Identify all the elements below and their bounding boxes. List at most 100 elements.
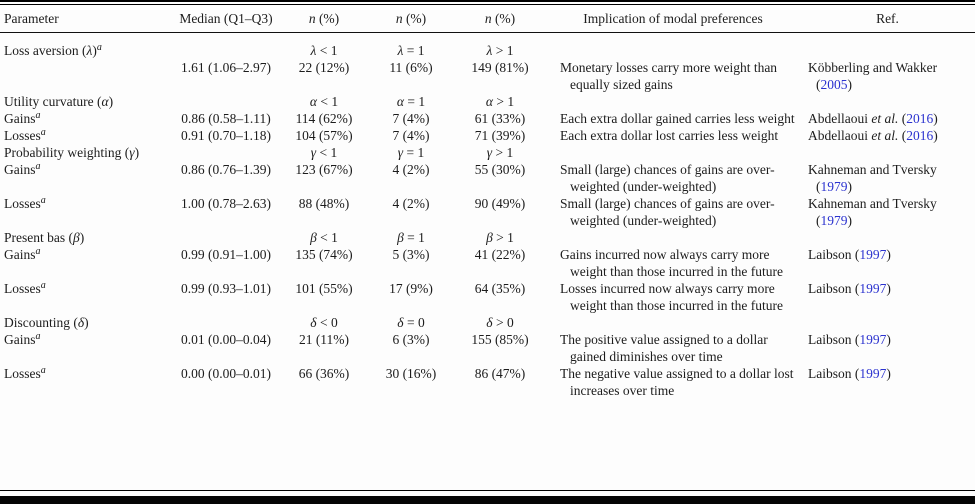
column-header-n2: n (%) [368, 5, 454, 33]
citation-year-link[interactable]: 2016 [906, 128, 934, 143]
median-value: 0.91 (0.70–1.18) [181, 128, 271, 143]
row-label: Gainsa [0, 331, 172, 365]
group-row-present-bias: Present bas (β) β < 1 β = 1 β > 1 [0, 229, 975, 246]
row-label: Gainsa [0, 161, 172, 195]
citation-authors: Kahneman and Tversky [808, 196, 937, 211]
greek-symbol: γ [397, 145, 404, 160]
n-count-1: 104 (57%) [295, 128, 353, 143]
footnote-marker: a [35, 331, 41, 342]
table-top-thin-rule [0, 4, 975, 5]
condition-relation: > 1 [492, 94, 515, 109]
n-count-1: 88 (48%) [298, 196, 350, 211]
row-label: Lossesa [0, 127, 172, 144]
implication-text: Each extra dollar gained carries less we… [560, 111, 795, 126]
empty-cell [800, 93, 975, 110]
median-value: 0.99 (0.93–1.01) [181, 281, 271, 296]
citation-paren: ) [886, 366, 891, 381]
citation: Laibson (1997) [800, 280, 975, 314]
condition-relation: < 0 [316, 315, 338, 330]
row-probability-losses: Lossesa 1.00 (0.78–2.63) 88 (48%) 4 (2%)… [0, 195, 975, 229]
empty-cell [546, 314, 800, 331]
n-symbol: n [484, 11, 492, 26]
parameters-table: Parameter Median (Q1–Q3) n (%) n (%) n (… [0, 5, 975, 419]
footnote-marker: a [40, 365, 46, 376]
citation-paren: ( [851, 332, 860, 347]
citation-year-link[interactable]: 1997 [859, 332, 887, 347]
column-header-parameter: Parameter [0, 5, 172, 33]
footnote-marker: a [40, 127, 46, 138]
median-value: 0.99 (0.91–1.00) [181, 247, 271, 262]
group-name-text: ) [134, 145, 140, 160]
condition-relation: = 1 [403, 230, 425, 245]
n-count-3: 55 (30%) [474, 162, 526, 177]
citation-year-link[interactable]: 1979 [820, 179, 848, 194]
group-row-probability-weighting: Probability weighting (γ) γ < 1 γ = 1 γ … [0, 144, 975, 161]
citation-year-link[interactable]: 2005 [820, 77, 848, 92]
group-name-text: Discounting ( [4, 315, 78, 330]
empty-cell [172, 229, 280, 246]
empty-cell [800, 314, 975, 331]
n-count-1: 114 (62%) [295, 111, 353, 126]
condition-cell: β = 1 [368, 229, 454, 246]
citation-paren: ( [898, 128, 907, 143]
citation-paren: ( [816, 213, 821, 228]
row-label-text: Losses [4, 196, 41, 211]
citation-etal: et al. [871, 128, 899, 143]
greek-symbol: γ [129, 145, 135, 160]
citation-year-link[interactable]: 1997 [859, 281, 887, 296]
condition-cell: λ = 1 [368, 33, 454, 60]
n-count-3: 90 (49%) [474, 196, 526, 211]
condition-cell: α < 1 [280, 93, 368, 110]
citation: Köbberling and Wakker (2005) [800, 59, 975, 93]
citation: Laibson (1997) [800, 246, 975, 280]
citation-year-link[interactable]: 1997 [859, 366, 887, 381]
citation-paren: ( [816, 179, 821, 194]
citation-authors: Laibson [808, 247, 852, 262]
empty-cell [172, 93, 280, 110]
condition-relation: > 1 [492, 145, 514, 160]
condition-relation: < 1 [316, 145, 338, 160]
condition-cell: γ = 1 [368, 144, 454, 161]
footnote-marker: a [40, 280, 46, 291]
n-count-3: 155 (85%) [471, 332, 529, 347]
row-loss-aversion: 1.61 (1.06–2.97) 22 (12%) 11 (6%) 149 (8… [0, 59, 975, 93]
citation: Abdellaoui et al. (2016) [800, 127, 975, 144]
n-count-1: 66 (36%) [298, 366, 350, 381]
condition-cell: γ > 1 [454, 144, 546, 161]
citation-authors: Köbberling and Wakker [808, 60, 938, 75]
n-count-2: 4 (2%) [392, 196, 430, 211]
citation-paren: ( [816, 77, 821, 92]
n-count-1: 22 (12%) [298, 60, 350, 75]
row-discounting-gains: Gainsa 0.01 (0.00–0.04) 21 (11%) 6 (3%) … [0, 331, 975, 365]
condition-cell: δ < 0 [280, 314, 368, 331]
citation-paren: ( [898, 111, 907, 126]
empty-cell [800, 33, 975, 60]
table-bottom-rules [0, 490, 975, 504]
group-name-text: Probability weighting ( [4, 145, 130, 160]
row-label-text: Gains [4, 332, 36, 347]
citation-year-link[interactable]: 1997 [859, 247, 887, 262]
citation-authors: Kahneman and Tversky [808, 162, 937, 177]
implication-text: Each extra dollar lost carries less weig… [560, 128, 779, 143]
row-label-text: Gains [4, 162, 36, 177]
n-percent-label: (%) [402, 11, 427, 26]
condition-relation: = 1 [403, 94, 426, 109]
greek-symbol: λ [486, 43, 493, 58]
greek-symbol: γ [310, 145, 317, 160]
greek-symbol: β [397, 230, 404, 245]
citation-year-link[interactable]: 2016 [906, 111, 934, 126]
condition-relation: = 1 [403, 145, 425, 160]
row-label: Lossesa [0, 195, 172, 229]
citation: Kahneman and Tversky (1979) [800, 161, 975, 195]
citation-authors: Laibson [808, 281, 852, 296]
group-name-text: ) [92, 43, 97, 58]
n-count-3: 149 (81%) [471, 60, 529, 75]
row-label: Lossesa [0, 365, 172, 419]
table-bottom-thick-rule [0, 496, 975, 504]
citation-year-link[interactable]: 1979 [820, 213, 848, 228]
citation-paren: ) [933, 128, 938, 143]
n-count-2: 5 (3%) [392, 247, 430, 262]
column-header-median: Median (Q1–Q3) [172, 5, 280, 33]
condition-cell: δ > 0 [454, 314, 546, 331]
footnote-marker: a [35, 161, 41, 172]
